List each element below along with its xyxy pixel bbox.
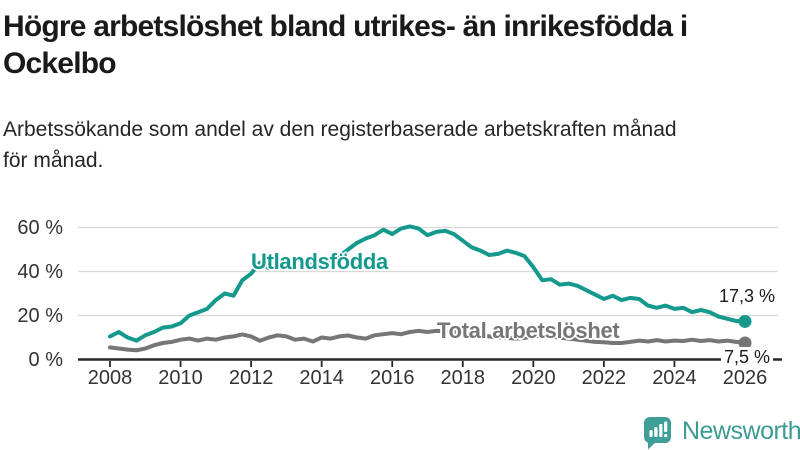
page-title-line2: Ockelbo (3, 47, 117, 80)
newsworthy-logo: Newsworthy (644, 417, 800, 450)
series-end-dot-1 (738, 314, 752, 328)
newsworthy-logo-text: Newsworthy (682, 417, 800, 445)
series-line-2 (108, 328, 747, 353)
series-line-1 (108, 224, 747, 343)
page-title: Högre arbetslöshet bland utrikes- än inr… (3, 8, 799, 82)
series-end-dot-2 (738, 336, 752, 350)
chart-subtitle-line1: Arbetssökande som andel av den registerb… (3, 118, 677, 141)
chart-subtitle-line2: för månad. (3, 149, 104, 172)
chart-subtitle: Arbetssökande som andel av den registerb… (3, 114, 799, 176)
newsworthy-logo-icon (644, 417, 671, 450)
page-title-line1: Högre arbetslöshet bland utrikes- än inr… (3, 10, 688, 43)
